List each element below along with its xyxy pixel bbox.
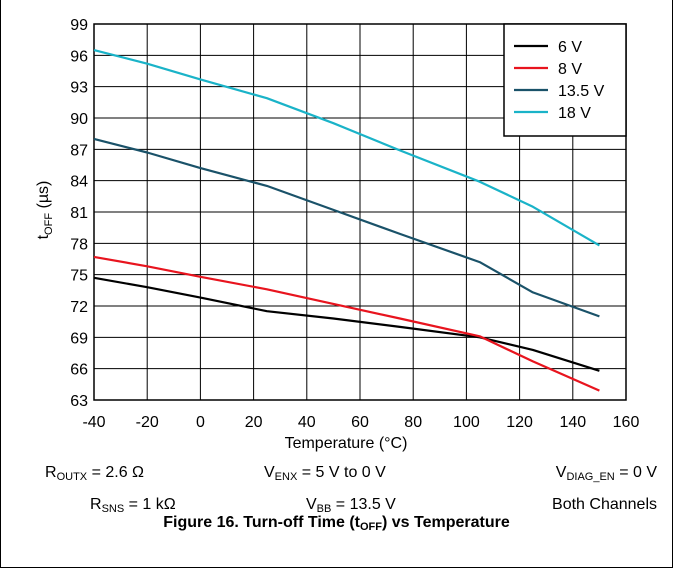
y-axis-label: tOFF (µs)	[35, 181, 55, 240]
condition-rsns-value: = 1 kΩ	[124, 496, 176, 513]
condition-vbb: VBB = 13.5 V	[306, 495, 396, 515]
series-line-8-Vv	[94, 257, 599, 391]
x-tick-label-9: 140	[559, 414, 586, 431]
y-axis-label-unit: (µs)	[35, 181, 52, 213]
legend-label-13-5-Vv: 13.5 V	[558, 83, 605, 100]
figure-caption: Figure 16. Turn-off Time (tOFF) vs Tempe…	[0, 514, 673, 532]
y-tick-label-1: 66	[70, 362, 88, 379]
legend-label-18-Vv: 18 V	[558, 105, 591, 122]
condition-routx: ROUTX = 2.6 Ω	[45, 463, 144, 483]
x-tick-label-1: -20	[136, 414, 159, 431]
condition-venx-main: V	[264, 464, 275, 481]
condition-vbb-main: V	[306, 496, 317, 513]
caption-sub: OFF	[360, 521, 382, 533]
caption-text-end: ) vs Temperature	[382, 514, 510, 531]
y-tick-label-5: 78	[70, 236, 88, 253]
y-tick-label-11: 96	[70, 48, 88, 65]
legend-label-8-Vv: 8 V	[558, 61, 582, 78]
y-tick-label-4: 75	[70, 268, 88, 285]
y-tick-label-12: 99	[70, 17, 88, 34]
x-tick-labels: -40 -20 0 20 40 60 80 100 120 140 160	[82, 414, 639, 431]
condition-vdiag-main: V	[556, 464, 567, 481]
y-axis-label-sub: OFF	[43, 213, 55, 235]
y-tick-labels: 63 66 69 72 75 78 81 84 87 90 93 96 99	[70, 17, 88, 410]
condition-routx-value: = 2.6 Ω	[87, 464, 144, 481]
chart: 63 66 69 72 75 78 81 84 87 90 93 96 99 -40 -20 0 20 40 60…	[0, 0, 673, 460]
y-tick-label-9: 90	[70, 111, 88, 128]
condition-routx-sub: OUTX	[57, 471, 88, 483]
x-tick-label-4: 40	[298, 414, 316, 431]
y-tick-label-3: 72	[70, 299, 88, 316]
y-tick-label-0: 63	[70, 393, 88, 410]
x-tick-label-0: -40	[82, 414, 105, 431]
y-tick-label-8: 87	[70, 142, 88, 159]
condition-vdiag: VDIAG_EN = 0 V	[556, 463, 657, 483]
condition-venx: VENX = 5 V to 0 V	[264, 463, 386, 483]
condition-vbb-value: = 13.5 V	[331, 496, 396, 513]
y-tick-label-7: 84	[70, 174, 88, 191]
condition-venx-value: = 5 V to 0 V	[297, 464, 386, 481]
series-line-13-5-Vv	[94, 139, 599, 317]
condition-vdiag-value: = 0 V	[615, 464, 657, 481]
condition-channels: Both Channels	[552, 495, 657, 515]
x-tick-label-2: 0	[196, 414, 205, 431]
x-tick-label-10: 160	[613, 414, 640, 431]
x-tick-label-7: 100	[453, 414, 480, 431]
condition-venx-sub: ENX	[275, 471, 298, 483]
x-tick-label-6: 80	[404, 414, 422, 431]
condition-routx-main: R	[45, 464, 57, 481]
caption-text-start: Figure 16. Turn-off Time (t	[163, 514, 360, 531]
y-tick-label-2: 69	[70, 330, 88, 347]
y-tick-label-10: 93	[70, 80, 88, 97]
condition-rsns-main: R	[90, 496, 102, 513]
condition-vdiag-sub: DIAG_EN	[566, 471, 614, 483]
x-tick-label-3: 20	[245, 414, 263, 431]
legend: 6 V 8 V 13.5 V 18 V	[504, 24, 626, 136]
y-tick-label-6: 81	[70, 205, 88, 222]
condition-rsns: RSNS = 1 kΩ	[90, 495, 176, 515]
x-axis-label: Temperature (°C)	[285, 435, 408, 452]
x-tick-label-8: 120	[506, 414, 533, 431]
x-tick-label-5: 60	[351, 414, 369, 431]
legend-label-6-Vv: 6 V	[558, 39, 582, 56]
